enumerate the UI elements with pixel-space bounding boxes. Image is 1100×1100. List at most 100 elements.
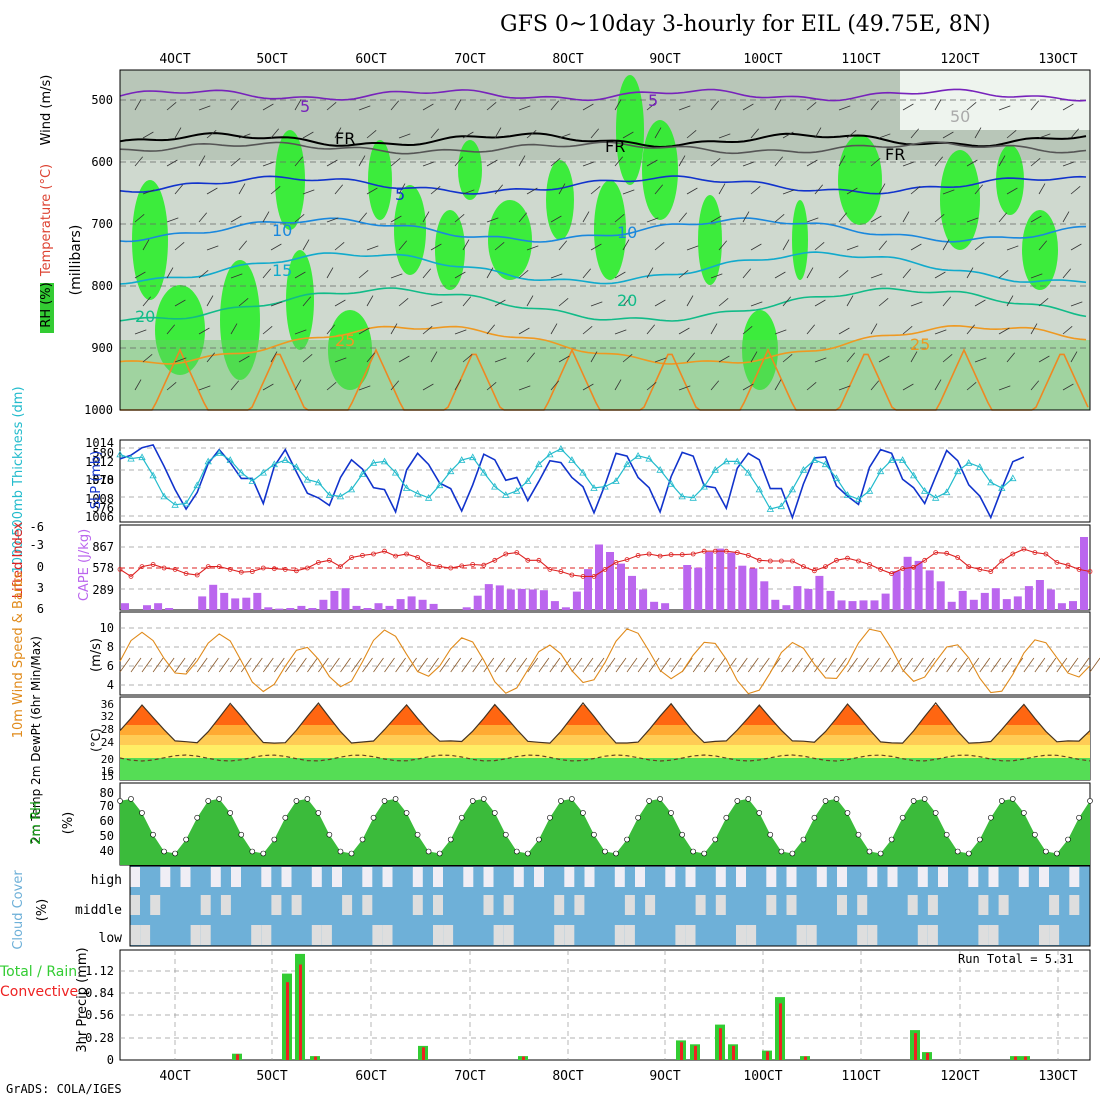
wind-barb xyxy=(518,212,528,223)
humid-blob xyxy=(792,200,808,280)
li-marker xyxy=(183,571,189,576)
thickness-marker xyxy=(821,460,830,468)
wind-barb xyxy=(622,131,634,139)
rh-marker xyxy=(844,810,851,816)
wind-barb xyxy=(942,131,954,139)
wind-barb xyxy=(806,101,817,111)
wind-barb xyxy=(550,157,561,167)
wind-barb xyxy=(966,381,977,391)
rh-marker xyxy=(480,796,487,802)
li-marker xyxy=(591,574,597,579)
wind-barb xyxy=(366,187,378,195)
humid-blob xyxy=(155,285,205,375)
wind-barb-10m xyxy=(692,657,704,673)
rh-marker xyxy=(414,831,421,838)
cloud-cell-high xyxy=(210,867,221,887)
wind-barb xyxy=(526,187,538,195)
wind-barb xyxy=(614,213,625,223)
cloud-cell-low xyxy=(251,925,262,945)
top-date-tick: 7OCT xyxy=(454,52,485,67)
wind-barb xyxy=(742,103,754,111)
li-marker xyxy=(922,557,928,563)
wind-barb xyxy=(142,239,150,251)
wind-barb xyxy=(678,269,689,279)
wind-barb xyxy=(686,352,696,363)
wind-barb xyxy=(230,380,240,391)
wind-barb xyxy=(974,241,985,251)
cape-bar xyxy=(264,607,273,610)
wind-barb xyxy=(230,323,238,335)
wind-barb xyxy=(270,351,278,363)
cloud-cell-high xyxy=(614,867,625,887)
wind-barb xyxy=(782,353,793,363)
wind-barb xyxy=(294,379,302,391)
wind-barb xyxy=(518,385,531,391)
li-marker xyxy=(404,551,410,557)
wind-barb xyxy=(646,101,657,111)
wind-barb-10m xyxy=(1089,657,1100,673)
thickness-marker xyxy=(733,457,741,465)
wind-barb xyxy=(494,357,507,363)
cloud-cell-high xyxy=(988,867,999,887)
wind-barb xyxy=(334,241,345,251)
ylabel-cloud-unit: (%) xyxy=(35,899,50,922)
thickness-marker xyxy=(138,453,146,461)
wind-barb xyxy=(462,296,472,307)
wind-barb xyxy=(454,213,465,223)
wind-barb xyxy=(686,295,694,307)
cloud-cell-low xyxy=(988,925,999,945)
thickness-marker xyxy=(369,458,378,466)
top-date-tick: 12OCT xyxy=(940,52,979,67)
rh-marker xyxy=(998,798,1005,804)
wind-barb xyxy=(518,269,529,279)
wind-barb xyxy=(902,211,910,223)
convective-bar xyxy=(1024,1056,1027,1060)
wind-barb xyxy=(718,297,729,307)
wind-barb xyxy=(870,215,882,223)
li-marker xyxy=(260,565,266,571)
li-tick-label: -6 xyxy=(30,520,44,534)
cape-bar xyxy=(925,570,934,610)
thickness-marker xyxy=(237,468,245,476)
wind-barb xyxy=(582,211,590,223)
rh-marker xyxy=(194,814,200,821)
wind-barb xyxy=(1038,183,1046,195)
wind-barb xyxy=(614,156,624,167)
cloud-cell-low xyxy=(1049,925,1060,945)
wind-barb-10m xyxy=(781,657,792,673)
wind-barb xyxy=(486,217,499,223)
wind-barb xyxy=(582,103,594,111)
humid-blob xyxy=(546,160,574,240)
cloud-cell-low xyxy=(372,925,383,945)
thickness-marker xyxy=(711,465,719,473)
cape-bar xyxy=(462,607,471,610)
wind-barb-10m xyxy=(902,657,913,673)
contour-label: 5 xyxy=(395,185,405,204)
thickness-marker xyxy=(898,456,907,463)
cloud-cell-middle xyxy=(554,895,565,915)
wind-barb xyxy=(838,155,846,167)
thickness-marker xyxy=(777,502,786,510)
ylabel-convective: Convective xyxy=(0,984,78,1000)
wind-barb xyxy=(302,131,314,139)
wind-barb xyxy=(774,271,786,279)
thickness-marker xyxy=(689,493,697,501)
wind-barb xyxy=(654,299,666,307)
rh-marker xyxy=(128,796,134,802)
wind-barb xyxy=(646,159,658,167)
cloud-cell-high xyxy=(736,867,746,887)
thickness-marker xyxy=(116,450,124,458)
ylabel-thickness: 1000-500mb Thickness (dm) xyxy=(11,386,26,573)
cloud-cell-high xyxy=(1069,867,1080,887)
wind-barb xyxy=(134,379,142,391)
wind-barb xyxy=(294,213,305,223)
wind-barb xyxy=(942,189,955,195)
dewpoint-line xyxy=(119,754,1091,762)
contour-label: 10 xyxy=(617,223,637,242)
thickness-marker xyxy=(744,468,752,476)
cloud-cell-middle xyxy=(1069,895,1080,915)
wind-barb-10m xyxy=(670,657,682,673)
bottom-date-tick: 13OCT xyxy=(1038,1069,1077,1084)
humid-blob xyxy=(220,260,260,380)
wind-barb xyxy=(974,127,982,139)
